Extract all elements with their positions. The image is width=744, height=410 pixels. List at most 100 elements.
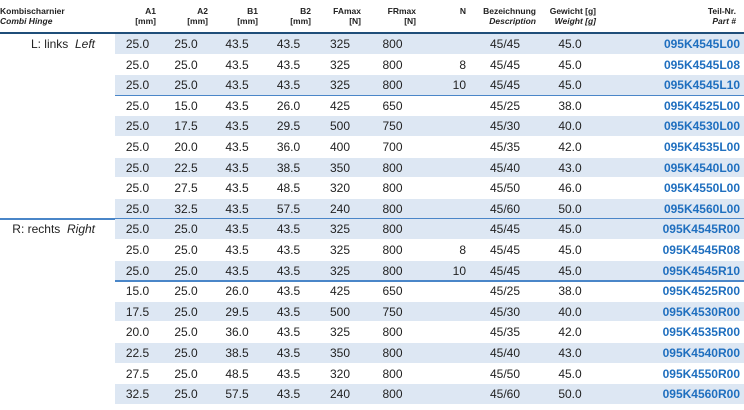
cell-value: 25.0 [125,181,150,196]
part-number: 095K4545L08 [663,57,740,72]
cell-value: 43.5 [276,304,301,319]
cell-value: 350 [329,160,351,175]
cell-value: 8 [459,57,466,72]
cell-value: 43.5 [225,140,249,154]
group-name: L: links [30,37,69,51]
header-label: FRmax [387,6,416,16]
cell-value: 45/60 [489,387,521,402]
part-number: 095K4545L00 [663,37,740,51]
group-name: R: rechts [12,222,61,237]
header-label: B2 [300,6,311,16]
cell-value: 800 [382,325,403,340]
row-shade [115,75,744,95]
block-rule [115,280,744,282]
cell-value: 43.5 [276,366,301,381]
cell-value: 350 [329,346,351,360]
cell-value: 45/25 [489,98,521,113]
column-header: A1 [mm] [115,6,156,26]
header-rule [0,32,744,34]
row-shade [115,260,744,281]
part-number: 095K4560L00 [663,201,740,216]
group-name-en: Right [66,222,95,237]
cell-value: 320 [329,366,351,381]
cell-value: 43.5 [225,78,249,93]
header-label: FAmax [333,6,361,16]
cell-value: 43.5 [225,181,249,196]
cell-value: 43.0 [558,160,582,175]
cell-value: 32.5 [125,387,150,402]
part-number: 095K4545L10 [663,78,740,93]
cell-value: 45/35 [489,325,521,340]
column-header: Bezeichnung Description [470,6,536,26]
cell-value: 17.5 [125,304,150,319]
group-name-en: Left [74,37,95,51]
cell-value: 43.5 [225,57,249,72]
cell-value: 25.0 [174,78,198,93]
part-number: 095K4545R10 [662,263,740,278]
cell-value: 800 [382,222,403,237]
column-header: B2 [mm] [262,6,311,26]
header-label: N [459,6,466,16]
cell-value: 45/35 [489,140,521,154]
cell-value: 32.5 [174,201,198,216]
cell-value: 325 [329,57,351,72]
cell-value: 10 [452,263,466,278]
cell-value: 43.5 [276,222,301,237]
cell-value: 25.0 [174,243,198,257]
block-rule [115,94,744,97]
cell-value: 50.0 [558,387,582,402]
part-number: 095K4560R00 [662,387,740,402]
cell-value: 20.0 [125,325,150,340]
cell-value: 43.5 [225,119,249,134]
header-label: B1 [247,6,258,16]
part-number: 095K4535R00 [662,325,740,340]
cell-value: 43.5 [225,222,249,237]
column-header: FRmax [N] [365,6,416,26]
cell-value: 750 [382,119,403,134]
cell-value: 36.0 [225,325,249,340]
cell-value: 325 [329,263,351,278]
cell-value: 15.0 [125,284,150,299]
row-shade [115,384,744,404]
row-shade [115,343,744,363]
cell-value: 48.5 [276,181,301,196]
cell-value: 25.0 [125,140,150,154]
header-unit: [mm] [135,16,156,26]
cell-value: 325 [329,222,351,237]
header-unit: [N] [349,16,361,26]
part-number: 095K4545R08 [662,243,740,257]
row-shade [115,219,744,239]
cell-value: 43.5 [276,57,301,72]
group-label: L: links Left [0,34,95,54]
cell-value: 25.0 [125,57,150,72]
cell-value: 45/45 [489,263,521,278]
row-shade [115,34,744,54]
cell-value: 38.5 [225,346,249,360]
cell-value: 25.0 [125,222,150,237]
part-number: 095K4545R00 [662,222,740,237]
cell-value: 22.5 [125,346,150,360]
header-label: Gewicht [g] [549,6,596,16]
cell-value: 57.5 [276,201,301,216]
part-number: 095K4540R00 [662,346,740,360]
cell-value: 27.5 [125,366,150,381]
cell-value: 43.5 [276,387,301,402]
header-label: Bezeichnung [483,6,536,16]
header-unit: [mm] [290,16,311,26]
cell-value: 325 [329,243,351,257]
part-number: 095K4540L00 [663,160,740,175]
cell-value: 45/60 [489,201,521,216]
cell-value: 43.5 [276,284,301,299]
cell-value: 48.5 [225,366,249,381]
row-shade [115,301,744,322]
cell-value: 25.0 [125,160,150,175]
cell-value: 500 [329,304,351,319]
cell-value: 25.0 [174,304,198,319]
cell-value: 800 [382,243,403,257]
cell-value: 800 [382,263,403,278]
cell-value: 20.0 [174,140,198,154]
cell-value: 43.5 [225,201,249,216]
cell-value: 25.0 [174,222,198,237]
cell-value: 425 [329,98,351,113]
cell-value: 45.0 [558,263,582,278]
